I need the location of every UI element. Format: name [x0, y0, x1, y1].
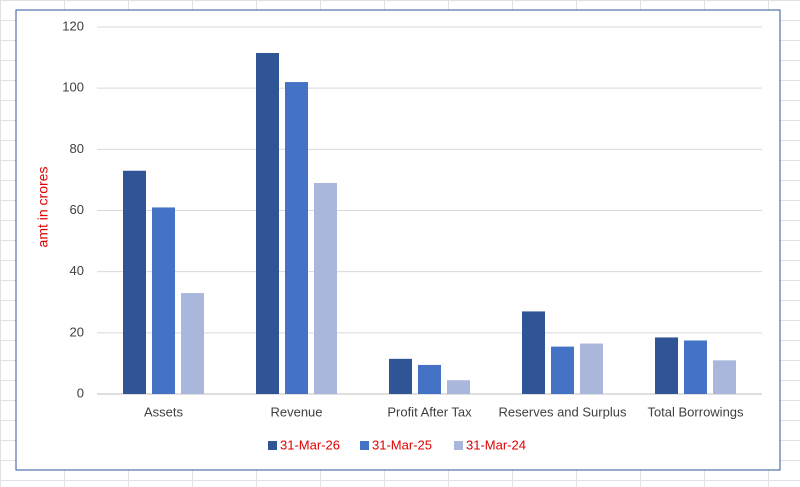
legend-swatch	[454, 441, 463, 450]
y-tick-label: 80	[70, 141, 84, 156]
bar	[152, 207, 175, 394]
bar	[522, 311, 545, 394]
bar	[285, 82, 308, 395]
y-tick-label: 40	[70, 263, 84, 278]
y-tick-label: 120	[62, 18, 84, 33]
y-tick-label: 100	[62, 80, 84, 95]
legend-label: 31-Mar-24	[466, 437, 526, 452]
bar	[181, 293, 204, 394]
bar	[389, 358, 412, 394]
bar	[580, 343, 603, 394]
x-tick-label: Assets	[144, 404, 184, 419]
bar	[256, 52, 279, 394]
bar	[551, 346, 574, 394]
bar	[713, 360, 736, 394]
bar	[684, 340, 707, 394]
y-tick-label: 20	[70, 324, 84, 339]
y-axis-label: amt in crores	[35, 167, 51, 248]
bar	[655, 337, 678, 394]
legend-swatch	[360, 441, 369, 450]
bar	[418, 364, 441, 394]
x-tick-label: Profit After Tax	[387, 404, 472, 419]
y-tick-label: 60	[70, 202, 84, 217]
x-tick-label: Revenue	[270, 404, 322, 419]
legend-swatch	[268, 441, 277, 450]
y-tick-label: 0	[77, 385, 84, 400]
legend-label: 31-Mar-25	[372, 437, 432, 452]
x-tick-label: Total Borrowings	[647, 404, 744, 419]
bar	[447, 380, 470, 394]
x-tick-label: Reserves and Surplus	[499, 404, 627, 419]
bar	[314, 182, 337, 394]
bar	[123, 170, 146, 394]
legend-label: 31-Mar-26	[280, 437, 340, 452]
